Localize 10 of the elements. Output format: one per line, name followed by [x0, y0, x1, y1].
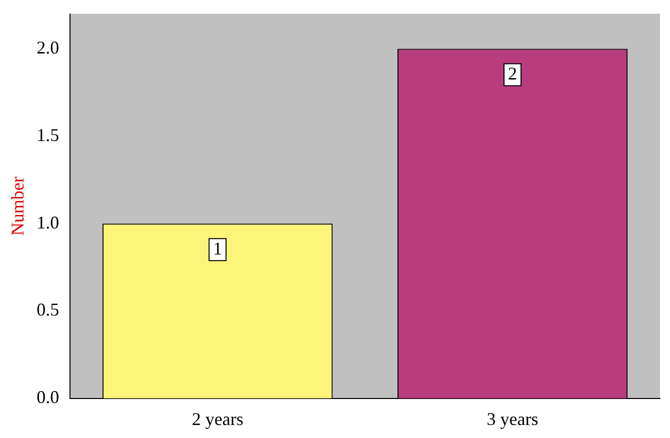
y-axis-title: Number: [8, 176, 28, 236]
data-label: 1: [213, 238, 222, 258]
data-label: 2: [508, 64, 518, 84]
x-tick-label: 3 years: [486, 408, 538, 429]
y-tick-label: 0.5: [36, 300, 60, 320]
x-tick-label: 2 years: [192, 408, 244, 429]
y-tick-label: 2.0: [36, 38, 60, 58]
y-tick-label: 1.5: [36, 124, 60, 145]
y-tick-label: 0.0: [36, 387, 60, 408]
y-tick-label: 1.0: [36, 212, 60, 232]
